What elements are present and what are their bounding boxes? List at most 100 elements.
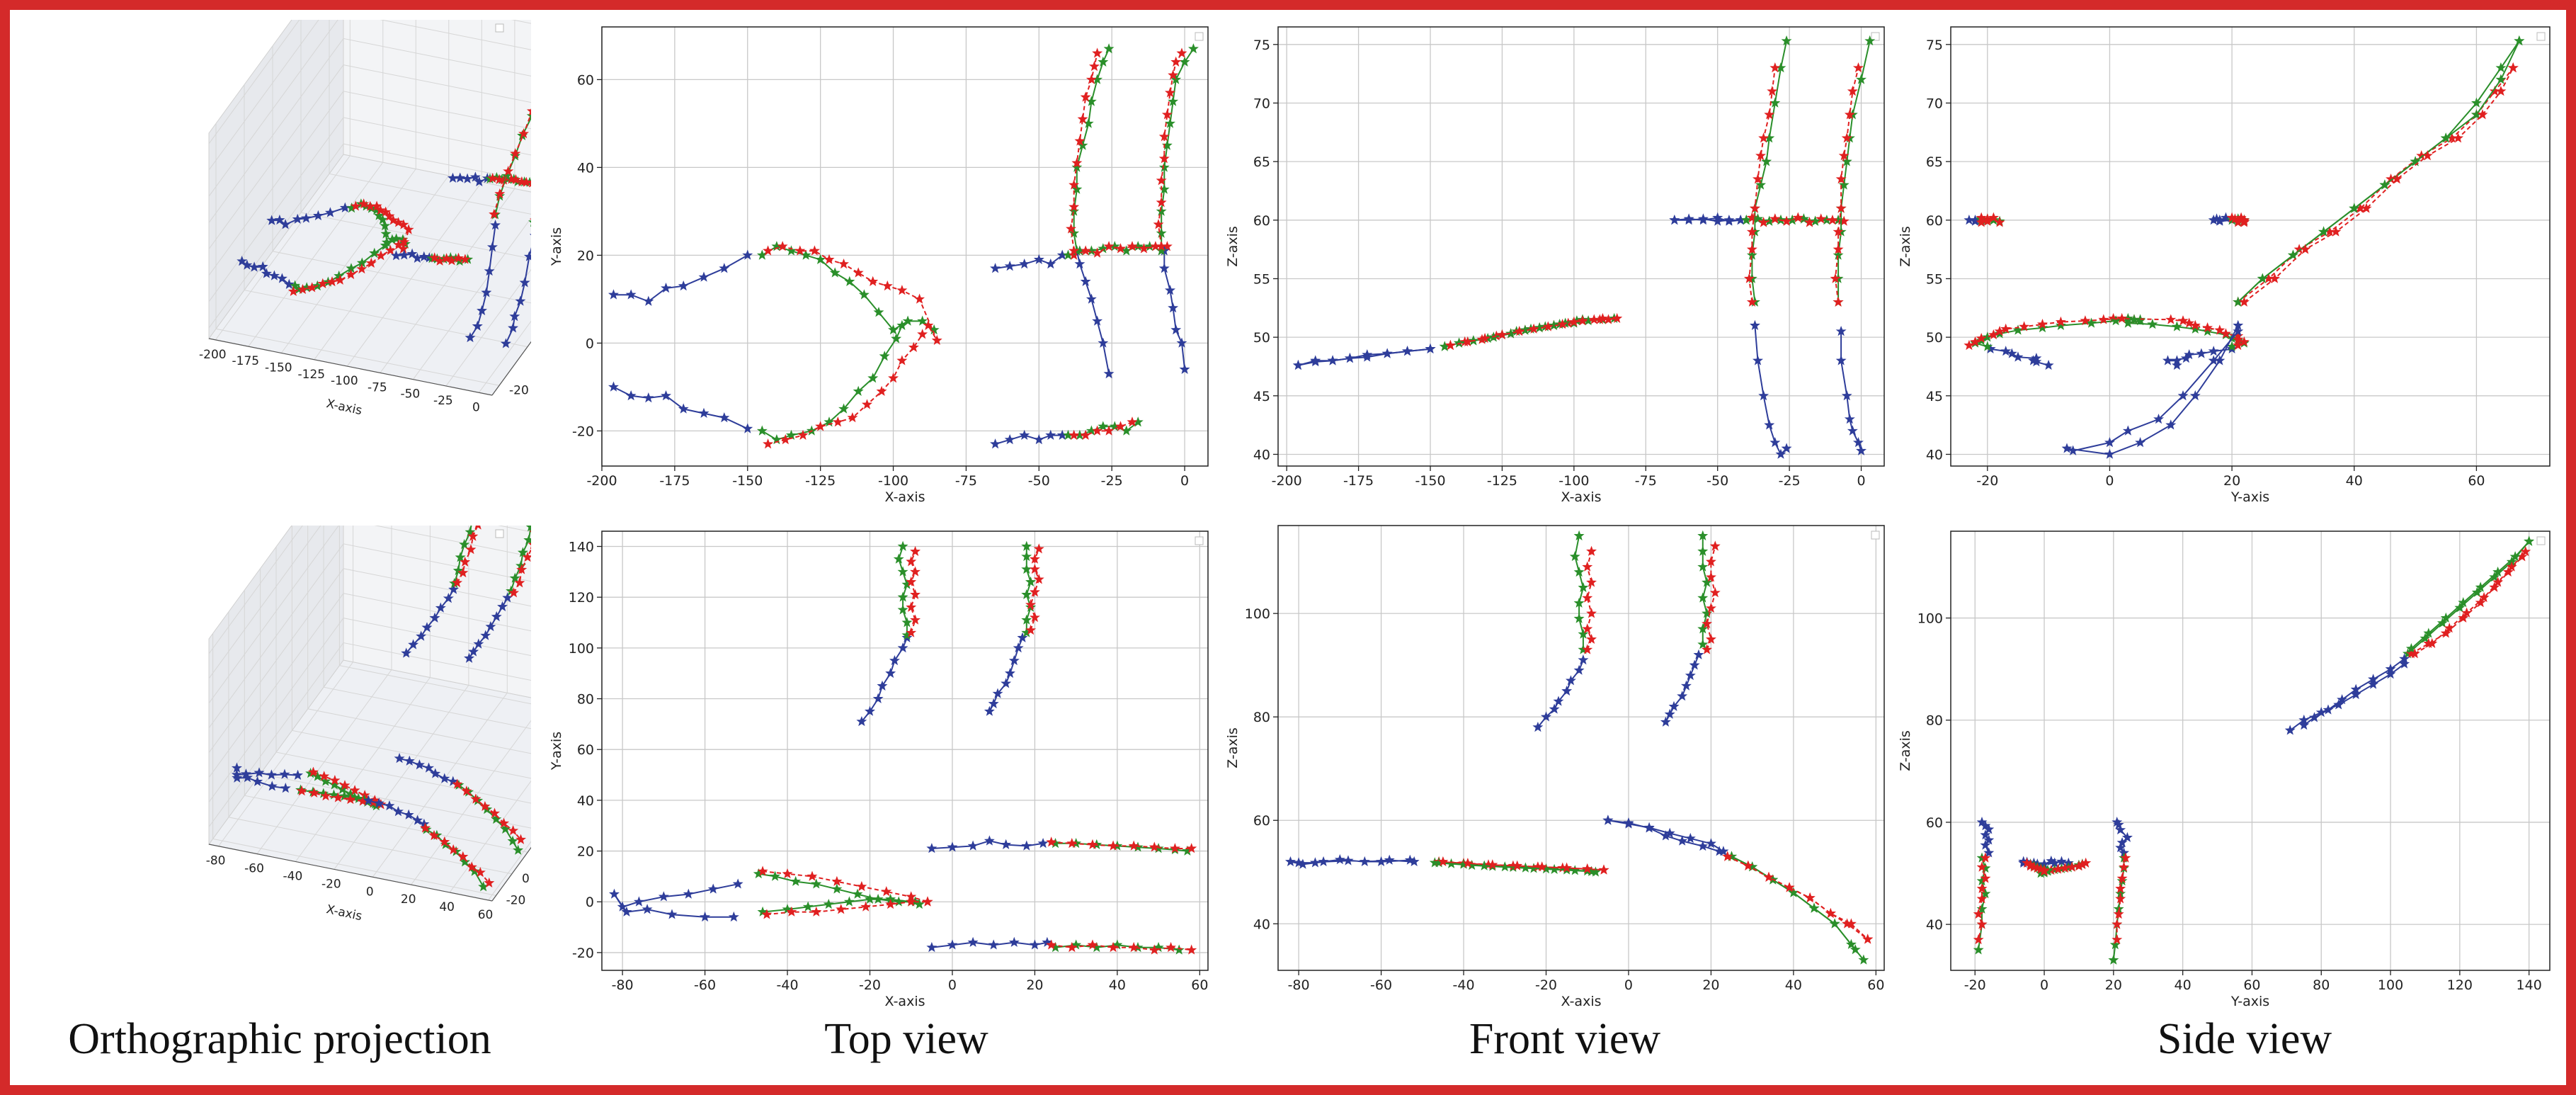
trajectory-point-10-0	[1046, 939, 1057, 950]
trajectory-point-0-2	[643, 295, 654, 306]
y-tick-label: 70	[1253, 96, 1270, 111]
trajectory-point-1-5	[852, 888, 863, 899]
trajectory-point-5-1	[297, 283, 309, 295]
trajectory-point-7-3	[479, 800, 491, 811]
x-tick-label: 20	[2223, 473, 2240, 489]
trajectory-point-4-7	[1548, 319, 1559, 331]
trajectory-point-16-6	[1164, 118, 1176, 128]
trajectory-point-14-1	[988, 698, 999, 709]
trajectory-point-8-1	[947, 939, 958, 950]
trajectory-point-15-5	[1021, 563, 1032, 574]
y-axis-label: Z-axis	[1225, 727, 1241, 768]
trajectory-point-0-11	[280, 783, 291, 793]
trajectory-point-4-6	[906, 896, 917, 907]
trajectory-point-11-5	[1127, 416, 1138, 427]
trajectory-point-5-0	[394, 752, 405, 764]
trajectory-point-5-5	[439, 773, 450, 783]
trajectory-point-5-3	[2121, 832, 2133, 842]
trajectory-point-0-11	[728, 911, 739, 922]
trajectory-point-6-4	[491, 813, 502, 824]
trajectory-point-17-2	[1156, 197, 1167, 208]
trajectory-point-13-2	[906, 601, 917, 612]
plot-area: -20 0 20 40 60 40 45 50 55 60 65 70 75 Y-axis Z-axis	[1898, 26, 2551, 505]
trajectory-point-0-9	[666, 909, 678, 919]
trajectory-point-6-4	[474, 176, 485, 186]
trajectory-point-3-7	[1425, 343, 1436, 353]
trajectory-point-8-3	[392, 806, 404, 817]
trajectory-point-0-2	[2162, 355, 2173, 365]
x-tick-label: -20	[859, 977, 881, 993]
trajectory-point-11-4	[1115, 421, 1127, 431]
trajectory-point-16-5	[1029, 563, 1040, 574]
trajectory-point-1-2	[790, 875, 802, 886]
trajectory-point-1-8	[873, 307, 884, 317]
trajectory-point-8-4	[1685, 832, 1696, 844]
trajectory-point-12-0	[1103, 368, 1115, 379]
trajectory-point-12-2	[1769, 437, 1781, 448]
trajectory-point-9-1	[399, 249, 410, 260]
trajectory-point-6-7	[513, 844, 524, 855]
x-tick-label: 80	[2313, 977, 2330, 993]
grid-y	[244, 84, 528, 348]
trajectory-point-0-3	[658, 891, 669, 902]
trajectory-point-7-3	[1107, 840, 1119, 851]
trajectory-point-15-1	[508, 322, 519, 333]
trajectory-point-16-2	[2287, 249, 2298, 260]
trajectory-point-2-11	[1612, 312, 1623, 323]
trajectory-point-11-2	[441, 253, 452, 263]
trajectory-point-7-5	[498, 817, 510, 828]
trajectory-point-15-0	[1697, 639, 1709, 649]
trajectory-point-11-1	[864, 705, 876, 716]
trajectory-point-4-6	[853, 385, 864, 397]
trajectory-point-8-3	[1664, 827, 1675, 838]
trajectory-point-3-1	[241, 259, 253, 270]
trajectory-point-5-3	[815, 421, 826, 431]
grid-z	[208, 20, 531, 197]
trajectory-point-17-0	[2238, 296, 2250, 307]
x-tick-label: -200	[586, 473, 617, 489]
trajectory-point-2-12	[923, 319, 934, 331]
trajectory-point-12-2	[2135, 437, 2146, 448]
trajectory-point-16-4	[1033, 574, 1044, 584]
top-view-row1: -200 -175 -150 -125 -100 -75 -50 -25 0-200204060…	[549, 26, 1209, 505]
trajectory-point-5-2	[2115, 824, 2126, 835]
trajectory-point-16-5	[2492, 577, 2504, 587]
x-tick-label: 20	[1702, 977, 1719, 993]
trajectory-point-0-5	[312, 210, 324, 221]
trajectory-point-2-1	[2238, 336, 2250, 347]
trajectory-point-14-4	[1749, 203, 1760, 213]
trajectory-point-16-1	[2257, 273, 2268, 283]
trajectory-point-4-10	[896, 319, 908, 331]
y-axis-label: Z-axis	[1225, 226, 1241, 267]
trajectory-point-5-8	[2055, 316, 2066, 327]
x-tick-label: -125	[298, 368, 326, 382]
trajectory-point-7-7	[1186, 843, 1197, 853]
grid-y	[338, 526, 531, 705]
trajectory-point-15-1	[1852, 437, 1864, 448]
trajectory-point-16-5	[1705, 572, 1716, 582]
trajectory-point-0-11	[1404, 854, 1415, 865]
trajectory-point-2-8	[2184, 317, 2195, 328]
trajectory-point-14-2	[1068, 201, 1080, 212]
trajectory-point-5-10	[2098, 314, 2109, 324]
trajectory-point-13-6	[1582, 561, 1593, 572]
trajectory-point-11-5	[1804, 217, 1816, 227]
trajectory-point-4-5	[2012, 324, 2024, 335]
trajectory-point-12-7	[897, 540, 908, 551]
trajectory-point-6-7	[2108, 954, 2119, 965]
legend-box	[1195, 32, 1204, 41]
trajectory-point-16-3	[522, 551, 531, 562]
x-tick-label: 40	[1785, 977, 1802, 993]
trajectory-point-5-1	[780, 433, 791, 445]
trajectory-point-16-6	[2506, 561, 2517, 572]
caption-top-view: Top view	[824, 1015, 988, 1063]
x-tick-label: 40	[2175, 977, 2192, 993]
trajectory-point-17-0	[1156, 241, 1167, 251]
trajectory-point-0-10	[1376, 856, 1387, 866]
trajectory-point-8-6	[520, 176, 531, 187]
trajectory-point-16-9	[2495, 74, 2507, 84]
trajectory-point-8-0	[926, 941, 937, 953]
trajectories	[1292, 35, 1876, 459]
trajectory-point-6-3	[1033, 254, 1044, 265]
trajectory-point-5-4	[1677, 835, 1688, 846]
